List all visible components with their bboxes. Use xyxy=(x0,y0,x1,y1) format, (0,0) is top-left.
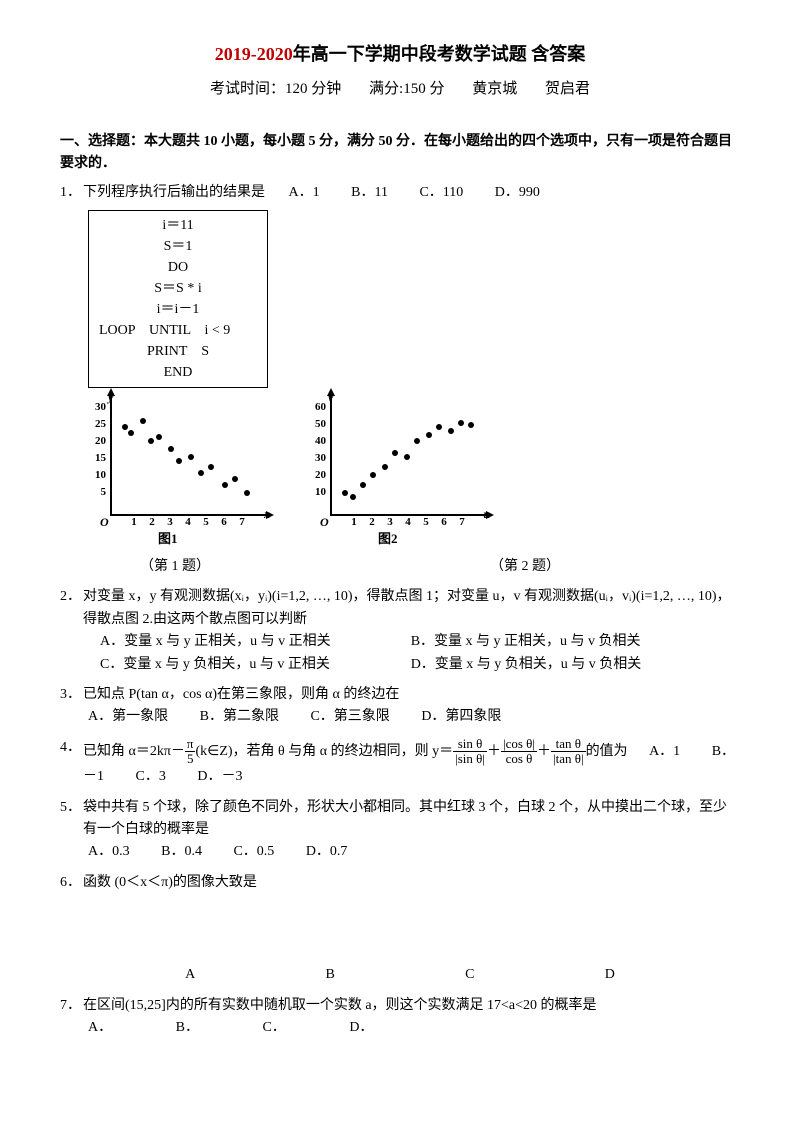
title-rest: 年高一下学期中段考数学试题 含答案 xyxy=(293,44,586,64)
q5-opt-b: B．0.4 xyxy=(161,844,202,859)
fig1-caption: 图1 xyxy=(158,529,178,550)
q2-text: 对变量 x，y 有观测数据(xᵢ，yᵢ)(i=1,2, …, 10)，得散点图 … xyxy=(83,586,740,631)
q2-opt-b: B．变量 x 与 y 正相关，u 与 v 负相关 xyxy=(411,631,718,653)
q4-frac-c: tan θ|tan θ| xyxy=(551,737,586,767)
code-line: END xyxy=(99,362,257,383)
exam-time: 考试时间：120 分钟 xyxy=(210,81,341,97)
q3-opt-b: B．第二象限 xyxy=(200,709,279,724)
q1-opt-c: C．110 xyxy=(419,185,463,200)
section-1-heading: 一、选择题：本大题共 10 小题，每小题 5 分，满分 50 分．在每小题给出的… xyxy=(60,131,740,176)
q4-mid: (k∈Z)，若角 θ 与角 α 的终边相同，则 y＝ xyxy=(195,744,453,759)
q2-opt-a: A．变量 x 与 y 正相关，u 与 v 正相关 xyxy=(100,631,407,653)
q6-opt-c: C xyxy=(465,964,474,986)
code-line: S＝1 xyxy=(99,236,257,257)
q2-opt-c: C．变量 x 与 y 负相关，u 与 v 正相关 xyxy=(100,654,407,676)
q3-opt-c: C．第三象限 xyxy=(310,709,389,724)
q2-num: 2． xyxy=(60,586,81,608)
q4-num: 4． xyxy=(60,737,81,759)
q3-opt-d: D．第四象限 xyxy=(421,709,501,724)
question-4: 4． 已知角 α＝2kπ－π5(k∈Z)，若角 θ 与角 α 的终边相同，则 y… xyxy=(60,737,740,789)
code-line: DO xyxy=(99,257,257,278)
q7-text: 在区间(15,25]内的所有实数中随机取一个实数 a，则这个实数满足 17<a<… xyxy=(83,995,740,1017)
q4-opt-d: D．－3 xyxy=(197,769,242,784)
fig1-origin: O xyxy=(100,513,109,532)
q4-opt-a: A．1 xyxy=(649,744,680,759)
q5-opt-a: A．0.3 xyxy=(88,844,130,859)
scatter-plot-1: y x O 图1 302520151051234567 xyxy=(88,394,268,534)
q1-opt-d: D．990 xyxy=(495,185,540,200)
question-6: 6． 函数 (0＜x＜π)的图像大致是 A B C D xyxy=(60,872,740,987)
code-line: i＝i－1 xyxy=(99,299,257,320)
question-1: 1． 下列程序执行后输出的结果是 A．1 B．11 C．110 D．990 i＝… xyxy=(60,182,740,579)
q6-num: 6． xyxy=(60,872,81,894)
q7-opt-b: B． xyxy=(176,1020,199,1035)
q4-pre: 已知角 α＝2kπ－ xyxy=(83,744,185,759)
question-5: 5． 袋中共有 5 个球，除了颜色不同外，形状大小都相同。其中红球 3 个，白球… xyxy=(60,797,740,864)
q6-opt-b: B xyxy=(326,964,335,986)
q6-opt-a: A xyxy=(185,964,195,986)
q4-frac1: π5 xyxy=(185,737,196,767)
code-line: LOOP UNTIL i < 9 xyxy=(99,320,257,341)
q5-opt-d: D．0.7 xyxy=(306,844,348,859)
question-3: 3． 已知点 P(tan α，cos α)在第三象限，则角 α 的终边在 A．第… xyxy=(60,684,740,729)
q1-opt-a: A．1 xyxy=(289,185,320,200)
title-year: 2019-2020 xyxy=(215,44,293,64)
q6-opt-d: D xyxy=(605,964,615,986)
q4-opt-c: C．3 xyxy=(136,769,166,784)
fig-label-2: （第 2 题） xyxy=(490,556,560,578)
q1-code-box: i＝11 S＝1 DO S＝S * i i＝i－1 LOOP UNTIL i <… xyxy=(88,210,268,388)
fig2-origin: O xyxy=(320,513,329,532)
q7-num: 7． xyxy=(60,995,81,1017)
question-7: 7． 在区间(15,25]内的所有实数中随机取一个实数 a，则这个实数满足 17… xyxy=(60,995,740,1040)
q3-opt-a: A．第一象限 xyxy=(88,709,168,724)
q5-opt-c: C．0.5 xyxy=(233,844,274,859)
code-line: PRINT S xyxy=(99,341,257,362)
q3-num: 3． xyxy=(60,684,81,706)
code-line: S＝S * i xyxy=(99,278,257,299)
author-2: 贺启君 xyxy=(545,81,590,97)
figures-row: y x O 图1 302520151051234567 v u O 图2 605… xyxy=(88,394,740,534)
full-score: 满分:150 分 xyxy=(369,81,444,97)
q7-opt-c: C． xyxy=(262,1020,285,1035)
fig2-caption: 图2 xyxy=(378,529,398,550)
q6-text: 函数 (0＜x＜π)的图像大致是 xyxy=(83,872,740,894)
q1-text: 下列程序执行后输出的结果是 xyxy=(83,185,265,200)
q5-text: 袋中共有 5 个球，除了颜色不同外，形状大小都相同。其中红球 3 个，白球 2 … xyxy=(83,797,740,842)
question-2: 2． 对变量 x，y 有观测数据(xᵢ，yᵢ)(i=1,2, …, 10)，得散… xyxy=(60,586,740,676)
author-1: 黄京城 xyxy=(472,81,517,97)
q2-opt-d: D．变量 x 与 y 负相关，u 与 v 负相关 xyxy=(411,654,718,676)
q1-num: 1． xyxy=(60,182,81,204)
q1-opt-b: B．11 xyxy=(351,185,388,200)
q4-post: 的值为 xyxy=(586,744,628,759)
page-title: 2019-2020年高一下学期中段考数学试题 含答案 xyxy=(60,40,740,69)
q6-options-row: A B C D xyxy=(60,964,740,986)
q7-opt-a: A． xyxy=(88,1020,112,1035)
fig1-ylabel: y xyxy=(108,388,113,407)
figure-labels: （第 1 题） （第 2 题） xyxy=(60,556,740,578)
q3-text: 已知点 P(tan α，cos α)在第三象限，则角 α 的终边在 xyxy=(83,684,740,706)
q7-opt-d: D． xyxy=(349,1020,373,1035)
scatter-plot-2: v u O 图2 6050403020101234567 xyxy=(308,394,488,534)
code-line: i＝11 xyxy=(99,215,257,236)
q5-num: 5． xyxy=(60,797,81,819)
fig-label-1: （第 1 题） xyxy=(140,556,210,578)
fig2-ylabel: v xyxy=(328,388,333,407)
fig2-xlabel: u xyxy=(483,505,490,524)
q4-frac-a: sin θ|sin θ| xyxy=(453,737,487,767)
subtitle: 考试时间：120 分钟 满分:150 分 黄京城 贺启君 xyxy=(60,77,740,101)
fig1-xlabel: x xyxy=(264,505,270,524)
q4-frac-b: |cos θ|cos θ xyxy=(501,737,537,767)
